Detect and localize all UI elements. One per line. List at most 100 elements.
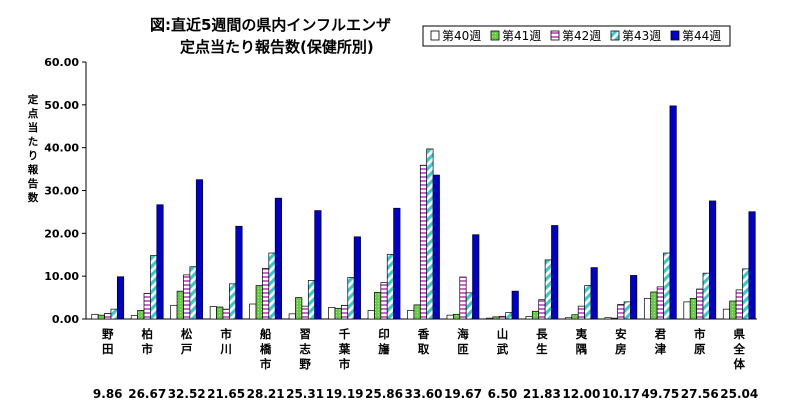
- x-category-label-char: 津: [655, 342, 667, 356]
- bar-第43週-山武: [505, 312, 513, 320]
- bar-第44週-市川: [235, 225, 243, 320]
- bar-第42週-夷隅: [577, 305, 585, 320]
- bar-第44週-千葉市: [353, 236, 361, 320]
- x-category-label-char: 夷: [575, 327, 588, 341]
- y-tick-label: 50.00: [44, 99, 79, 112]
- legend-label: 第41週: [502, 29, 541, 43]
- legend-label: 第44週: [682, 29, 721, 43]
- bar-第40週-香取: [407, 310, 415, 320]
- bar-第43週-県全体: [742, 268, 750, 320]
- x-category-label-char: 原: [694, 342, 706, 356]
- bar-第40週-君津: [643, 298, 652, 320]
- y-axis-label-char: た: [28, 136, 39, 148]
- bar-第41週-市原: [689, 298, 697, 320]
- bar-第41週-夷隅: [571, 314, 579, 320]
- x-category-label-char: 志: [299, 342, 311, 356]
- week44-value-label: 27.56: [681, 387, 719, 401]
- bar-第41週-印旛: [374, 292, 382, 320]
- bar-第41週-船橋市: [255, 285, 263, 320]
- x-category-label-char: 習: [299, 327, 311, 341]
- x-category-label-char: 松: [181, 327, 193, 341]
- bar-第44週-君津: [669, 105, 677, 320]
- bar-第42週-千葉市: [341, 304, 349, 320]
- bar-第41週-海匝: [453, 313, 461, 320]
- x-category-label-char: 取: [418, 342, 430, 356]
- bar-第40週-習志野: [288, 313, 296, 320]
- legend-label: 第43週: [622, 29, 661, 43]
- bar-第44週-香取: [432, 174, 440, 320]
- bar-第43週-長生: [544, 259, 552, 320]
- legend: 第40週 第41週 第42週 第43週 第44週: [422, 25, 731, 47]
- x-category-label-char: 市: [339, 357, 351, 371]
- bar-第43週-野田: [110, 308, 118, 320]
- x-category-label-char: 市: [220, 327, 232, 341]
- bar-第43週-松戸: [189, 266, 197, 320]
- bar-第41週-県全体: [729, 300, 737, 320]
- week44-value-label: 21.83: [523, 387, 561, 401]
- week44-value-label: 6.50: [488, 387, 518, 401]
- x-category-label-char: 田: [102, 342, 114, 356]
- bar-第42週-長生: [538, 299, 546, 320]
- bar-第43週-市原: [702, 272, 710, 320]
- y-tick-label: 30.00: [44, 185, 79, 198]
- bar-第42週-習志野: [301, 305, 309, 320]
- bar-第43週-市川: [228, 283, 237, 320]
- bar-第42週-柏市: [143, 292, 151, 320]
- week44-value-label: 26.67: [128, 387, 166, 401]
- bar-第42週-海匝: [459, 276, 467, 320]
- x-category-label-char: 戸: [181, 342, 193, 356]
- bar-第41週-千葉市: [334, 307, 342, 320]
- chart-title-line1: 図:直近5週間の県内インフルエンザ: [150, 16, 391, 34]
- bar-第43週-船橋市: [268, 252, 276, 320]
- bar-第44週-野田: [116, 276, 125, 320]
- x-category-label-char: 野: [102, 327, 114, 341]
- bar-第40週-市川: [209, 306, 217, 320]
- bar-第43週-安房: [623, 301, 631, 320]
- bar-第44週-長生: [551, 225, 559, 320]
- bar-第41週-習志野: [295, 297, 303, 320]
- bar-第43週-千葉市: [347, 277, 355, 320]
- bar-第41週-山武: [492, 316, 500, 320]
- bar-第42週-松戸: [183, 274, 191, 320]
- bar-第40週-印旛: [367, 310, 375, 320]
- bar-第42週-香取: [419, 164, 428, 320]
- week44-value-label: 25.86: [365, 387, 403, 401]
- y-axis-label-char: り: [28, 150, 39, 162]
- chart-title-line2: 定点当たり報告数(保健所別): [180, 38, 374, 56]
- bar-第44週-夷隅: [590, 267, 598, 320]
- bar-第43週-習志野: [307, 280, 316, 320]
- y-axis-label-char: 告: [28, 177, 39, 190]
- x-category-label-char: 印: [378, 327, 390, 341]
- x-category-label-char: 川: [219, 342, 232, 356]
- bar-第44週-松戸: [195, 179, 204, 320]
- week44-value-label: 28.21: [247, 387, 285, 401]
- x-category-label-char: 安: [615, 327, 627, 341]
- bar-第44週-山武: [511, 290, 519, 320]
- legend-frame: [422, 25, 731, 47]
- bar-第40週-安房: [604, 317, 612, 320]
- x-category-label-char: 長: [536, 327, 548, 341]
- x-category-label-char: 柏: [141, 327, 153, 341]
- x-category-label-char: 野: [299, 357, 311, 371]
- y-tick-label: 20.00: [44, 227, 79, 240]
- week44-value-label: 33.60: [405, 387, 443, 401]
- bar-第44週-安房: [630, 275, 638, 320]
- bar-第44週-印旛: [393, 207, 401, 320]
- week44-value-label: 25.04: [720, 387, 758, 401]
- bar-第42週-市川: [222, 308, 230, 320]
- bar-第40週-長生: [525, 316, 533, 320]
- y-tick-label: 0.00: [52, 313, 79, 326]
- bar-第44週-習志野: [314, 210, 322, 320]
- y-tick-label: 40.00: [44, 142, 79, 155]
- x-category-label-char: 房: [615, 342, 627, 356]
- x-category-label-char: 香: [417, 327, 430, 341]
- legend-swatch-第41週: [490, 30, 500, 41]
- bar-第43週-柏市: [150, 255, 158, 320]
- legend-swatch-第43週: [610, 30, 620, 41]
- x-category-label-char: 市: [694, 327, 706, 341]
- bar-第40週-山武: [486, 317, 494, 320]
- x-category-label-char: 千: [339, 327, 351, 341]
- y-axis-label-char: 定: [27, 93, 39, 106]
- bar-第42週-県全体: [735, 289, 743, 320]
- bar-第40週-市原: [683, 301, 691, 320]
